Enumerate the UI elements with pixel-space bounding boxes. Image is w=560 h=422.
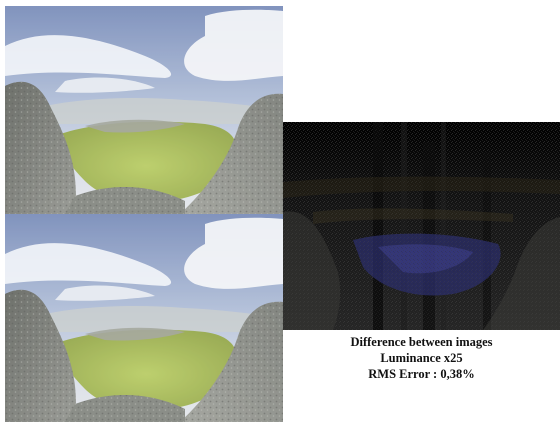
terrain-render-top-image [5, 6, 283, 214]
caption-rms-error: RMS Error : 0,38% [368, 367, 475, 381]
caption-difference-title: Difference between images [350, 335, 493, 349]
caption-luminance: Luminance x25 [380, 351, 463, 365]
terrain-render-top [5, 6, 283, 214]
terrain-render-bottom-image [5, 214, 283, 422]
difference-image [283, 122, 560, 330]
difference-image-render [283, 122, 560, 330]
terrain-render-bottom [5, 214, 283, 422]
